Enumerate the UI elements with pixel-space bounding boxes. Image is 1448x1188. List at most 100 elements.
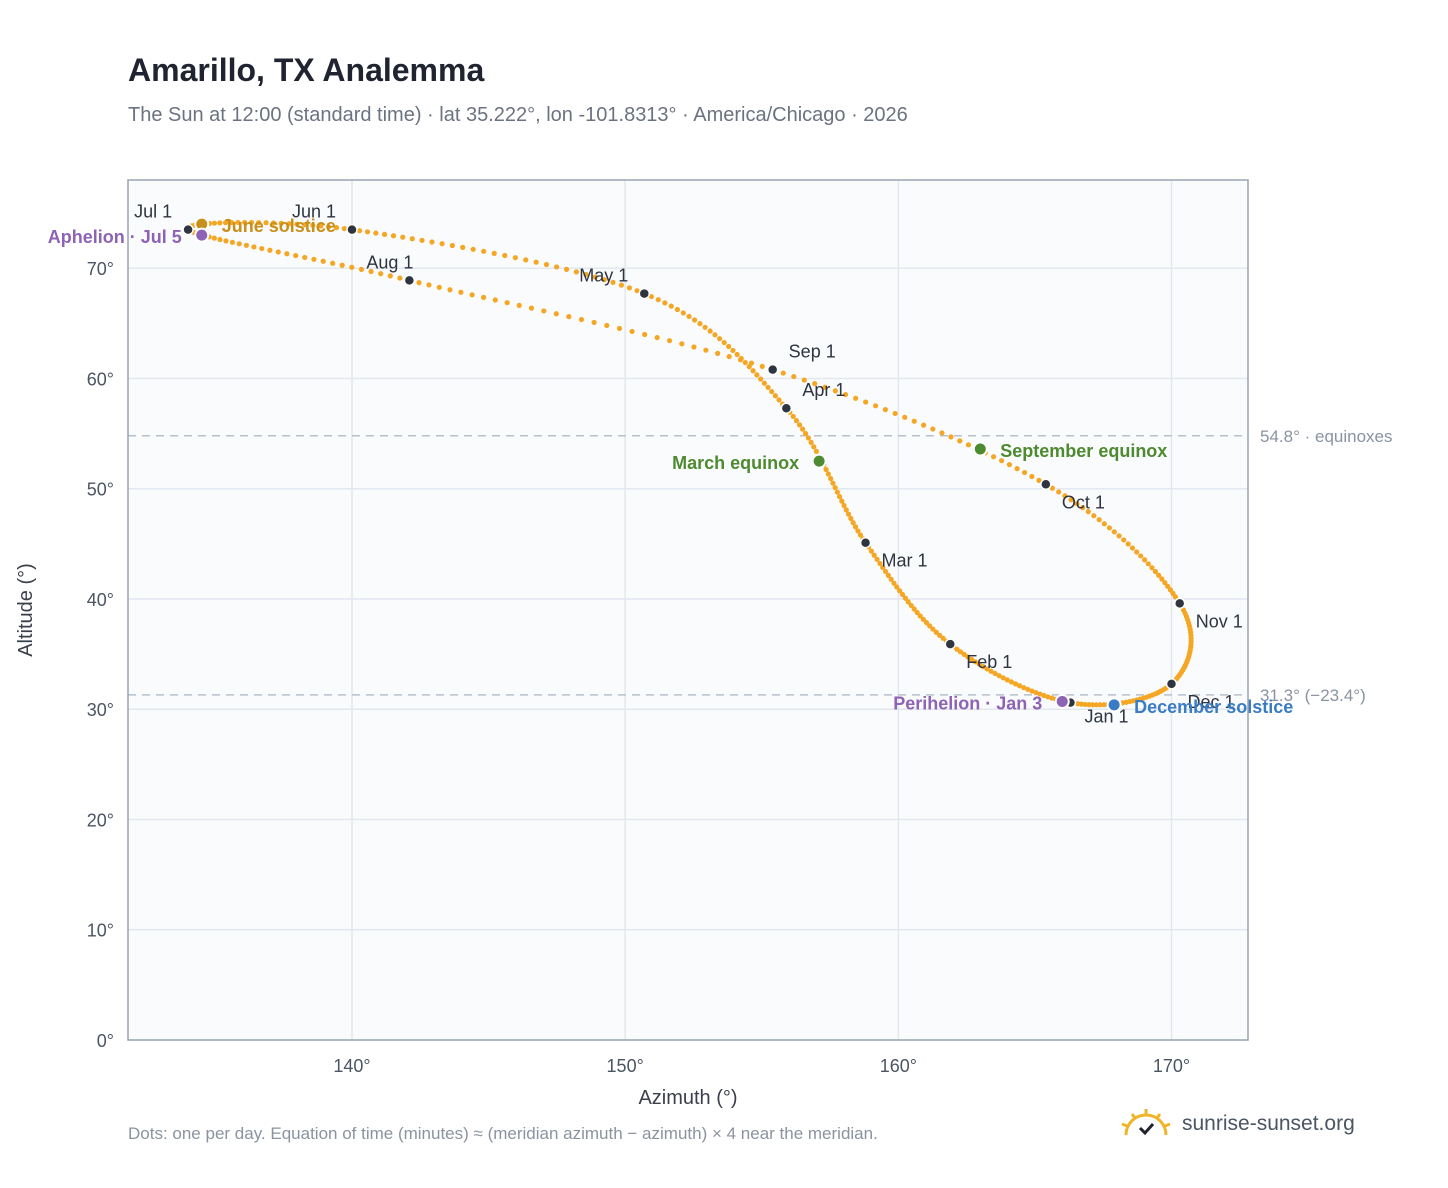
daily-sun-dot	[1152, 568, 1158, 575]
daily-sun-dot	[339, 262, 345, 268]
event-marker	[194, 227, 210, 243]
daily-sun-dot	[674, 306, 680, 313]
daily-sun-dot	[796, 422, 803, 428]
daily-sun-dot	[1033, 689, 1039, 696]
daily-sun-dot	[707, 328, 713, 334]
daily-sun-dot	[648, 293, 655, 300]
daily-sun-dot	[228, 219, 235, 226]
daily-sun-dot	[832, 485, 838, 491]
daily-sun-dot	[830, 480, 836, 486]
daily-sun-dot	[275, 249, 281, 255]
daily-sun-dot	[853, 395, 859, 401]
daily-sun-dot	[940, 635, 946, 641]
daily-sun-dot	[697, 321, 703, 327]
daily-sun-dot	[1138, 553, 1144, 559]
event-marker	[972, 441, 988, 457]
daily-sun-dot	[874, 556, 880, 562]
daily-sun-dot	[850, 520, 856, 526]
daily-sun-dot	[449, 242, 455, 249]
daily-sun-dot	[933, 629, 939, 635]
daily-sun-dot	[217, 220, 223, 226]
daily-sun-dot	[805, 435, 811, 441]
daily-sun-dot	[1106, 525, 1113, 531]
daily-sun-dot	[217, 236, 223, 243]
daily-sun-dot	[691, 317, 698, 323]
daily-sun-dot	[863, 399, 869, 405]
daily-sun-dot	[601, 277, 607, 283]
daily-sun-dot	[1085, 509, 1091, 515]
daily-sun-dot	[1097, 702, 1103, 708]
daily-sun-dot	[516, 302, 522, 308]
daily-sun-dot	[988, 668, 994, 674]
daily-sun-dot	[267, 247, 273, 253]
daily-sun-dot	[892, 410, 898, 417]
daily-sun-dot	[211, 235, 217, 241]
daily-sun-dot	[470, 246, 476, 252]
daily-sun-dot	[610, 279, 616, 285]
x-tick-label: 160°	[880, 1056, 917, 1076]
daily-sun-dot	[1121, 537, 1127, 543]
daily-sun-dot	[930, 626, 936, 632]
axes: 140° 150° 160° 170° 0° 10° 20° 30° 40° 50° 60° 70°	[87, 259, 1190, 1076]
y-tick-label: 20°	[87, 810, 114, 830]
daily-sun-dot	[604, 322, 610, 329]
daily-sun-dot	[1000, 675, 1006, 681]
daily-sun-dot	[841, 502, 847, 509]
daily-sun-dot	[397, 275, 403, 281]
daily-sun-dot	[721, 339, 727, 346]
y-tick-label: 70°	[87, 259, 114, 279]
daily-sun-dot	[908, 602, 914, 609]
daily-sun-dot	[591, 319, 597, 326]
brand[interactable]: sunrise-sunset.org	[1120, 1104, 1355, 1144]
daily-sun-dot	[772, 393, 778, 399]
daily-sun-dot	[839, 498, 845, 504]
daily-sun-dot	[812, 381, 818, 387]
daily-sun-dot	[899, 591, 906, 598]
daily-sun-dot	[469, 292, 475, 298]
event-marker	[811, 453, 827, 469]
month-marker	[638, 287, 651, 300]
daily-sun-dot	[811, 444, 817, 450]
daily-sun-dot	[1025, 686, 1031, 692]
daily-sun-dot	[578, 316, 585, 323]
daily-sun-dot	[834, 489, 840, 495]
daily-sun-dot	[793, 418, 800, 424]
daily-sun-dot	[1086, 702, 1092, 708]
daily-sun-dot	[541, 308, 547, 314]
daily-sun-dot	[1062, 493, 1068, 499]
daily-sun-dot	[294, 221, 300, 227]
daily-sun-dot	[655, 297, 661, 303]
daily-sun-dot	[284, 251, 290, 257]
daily-sun-dot	[1101, 521, 1107, 527]
daily-sun-dot	[243, 242, 250, 248]
daily-sun-dot	[222, 220, 229, 226]
daily-sun-dot	[1056, 489, 1062, 495]
daily-sun-dot	[341, 225, 347, 232]
daily-sun-dot	[373, 230, 379, 236]
daily-sun-dot	[626, 285, 633, 291]
daily-sun-dot	[1149, 565, 1155, 571]
daily-sun-dot	[992, 670, 998, 677]
daily-sun-dot	[891, 580, 897, 586]
month-marker-label: Mar 1	[882, 551, 928, 571]
daily-sun-dot	[691, 344, 697, 350]
daily-sun-dot	[923, 620, 930, 626]
daily-sun-dot	[902, 595, 908, 601]
daily-sun-dot	[852, 524, 859, 530]
daily-sun-dot	[737, 357, 744, 363]
month-marker	[944, 638, 956, 650]
daily-sun-dot	[921, 422, 927, 428]
month-marker	[1165, 678, 1178, 690]
daily-sun-dot	[460, 244, 466, 250]
daily-sun-dot	[409, 236, 415, 242]
month-marker	[766, 363, 779, 376]
daily-sun-dot	[583, 271, 589, 278]
daily-sun-dot	[642, 331, 648, 338]
daily-sun-dot	[871, 552, 877, 558]
event-label: March equinox	[672, 453, 799, 473]
daily-sun-dot	[1125, 541, 1131, 547]
x-tick-label: 150°	[607, 1056, 644, 1076]
daily-sun-dot	[387, 273, 393, 279]
daily-sun-dot	[1134, 549, 1140, 555]
daily-sun-dot	[1101, 702, 1107, 708]
